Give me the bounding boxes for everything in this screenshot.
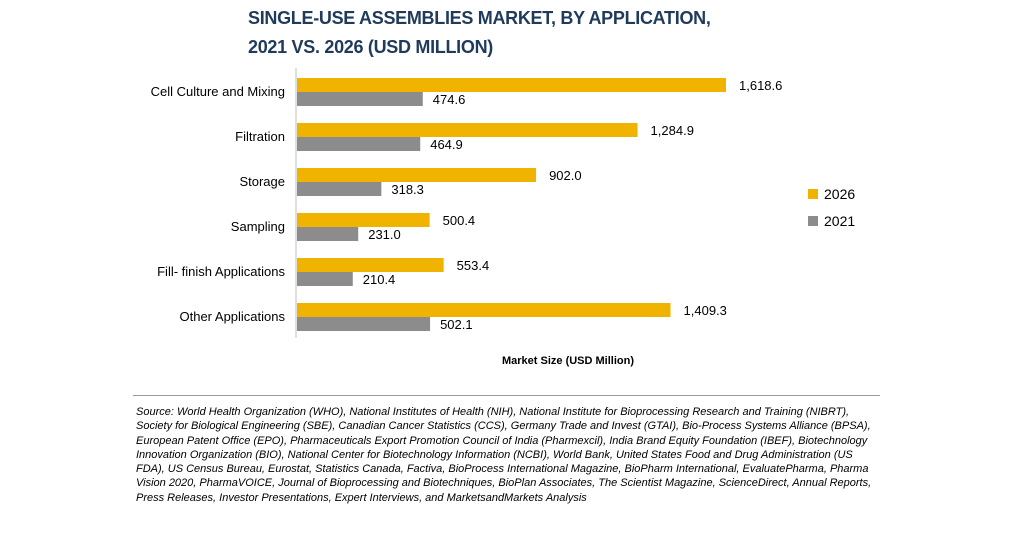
legend-item-2026: 2026 xyxy=(808,186,855,202)
legend-swatch-2026 xyxy=(808,189,818,199)
legend-swatch-2021 xyxy=(808,216,818,226)
category-label: Other Applications xyxy=(179,309,285,324)
category-label: Fill- finish Applications xyxy=(157,264,285,279)
chart-title: SINGLE-USE ASSEMBLIES MARKET, BY APPLICA… xyxy=(248,4,848,62)
data-label-2021: 474.6 xyxy=(433,92,466,107)
chart-title-line-2: 2021 VS. 2026 (USD MILLION) xyxy=(248,37,493,57)
data-label-2026: 500.4 xyxy=(443,213,476,228)
bar-2026 xyxy=(297,168,537,182)
category-label: Filtration xyxy=(235,129,285,144)
data-label-2021: 464.9 xyxy=(430,137,463,152)
bar-2026 xyxy=(297,213,430,227)
data-label-2021: 210.4 xyxy=(363,272,396,287)
category-label: Storage xyxy=(239,174,285,189)
data-label-2026: 1,618.6 xyxy=(739,78,782,93)
data-label-2026: 902.0 xyxy=(549,168,582,183)
bar-2026 xyxy=(297,303,671,317)
legend-label-2026: 2026 xyxy=(824,186,856,202)
data-label-2026: 1,284.9 xyxy=(651,123,694,138)
data-label-2021: 318.3 xyxy=(391,182,424,197)
chart-title-line-1: SINGLE-USE ASSEMBLIES MARKET, BY APPLICA… xyxy=(248,8,711,28)
bar-2021 xyxy=(297,272,353,286)
source-note: Source: World Health Organization (WHO),… xyxy=(136,406,872,504)
bar-2026 xyxy=(297,78,726,92)
category-label: Cell Culture and Mixing xyxy=(151,84,285,99)
legend-item-2021: 2021 xyxy=(808,213,855,229)
source-divider xyxy=(133,395,880,396)
bar-2021 xyxy=(297,227,359,241)
bar-2021 xyxy=(297,182,382,196)
x-axis-label: Market Size (USD Million) xyxy=(501,355,635,367)
data-label-2021: 502.1 xyxy=(440,317,473,332)
legend-label-2021: 2021 xyxy=(824,213,856,229)
bar-2021 xyxy=(297,137,421,151)
category-label: Sampling xyxy=(231,219,285,234)
bar-2026 xyxy=(297,258,444,272)
data-label-2026: 553.4 xyxy=(457,258,490,273)
legend: 2026 2021 xyxy=(808,186,855,240)
bar-2021 xyxy=(297,317,431,331)
bar-2026 xyxy=(297,123,638,137)
data-label-2021: 231.0 xyxy=(368,227,401,242)
bar-2021 xyxy=(297,92,423,106)
data-label-2026: 1,409.3 xyxy=(684,303,727,318)
